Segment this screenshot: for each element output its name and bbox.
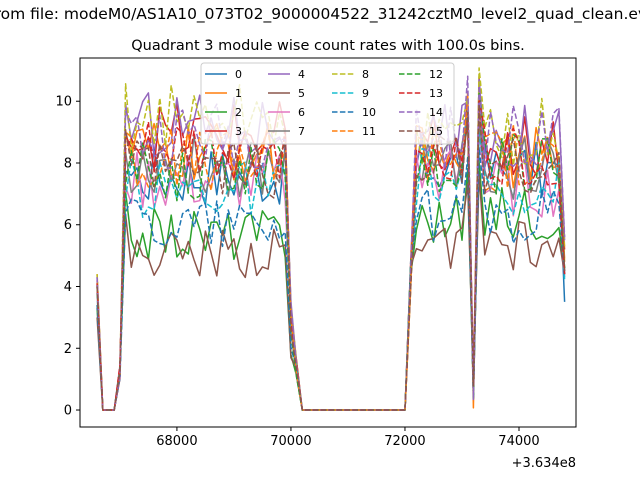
- legend-label-12: 12: [429, 68, 443, 81]
- legend-label-6: 6: [298, 106, 305, 119]
- legend-label-0: 0: [235, 68, 242, 81]
- legend-label-7: 7: [298, 125, 305, 138]
- x-offset-label: +3.634e8: [512, 456, 576, 471]
- x-tick-label: 68000: [156, 434, 197, 449]
- chart-title: Quadrant 3 module wise count rates with …: [131, 38, 525, 54]
- figure-suptitle: From file: modeM0/AS1A10_073T02_90000045…: [0, 5, 640, 24]
- legend-label-1: 1: [235, 87, 242, 100]
- axes-frame: [79, 57, 577, 428]
- x-tick-label: 74000: [498, 434, 539, 449]
- legend-label-13: 13: [429, 87, 443, 100]
- legend-label-8: 8: [362, 68, 369, 81]
- axes-spines: [79, 57, 577, 428]
- legend-label-9: 9: [362, 87, 369, 100]
- y-tick-label: 6: [64, 218, 72, 233]
- x-tick-label: 70000: [270, 434, 311, 449]
- series-lines: [96, 67, 566, 411]
- legend-label-14: 14: [429, 106, 443, 119]
- x-tick-label: 72000: [384, 434, 425, 449]
- legend-label-4: 4: [298, 68, 305, 81]
- legend-label-3: 3: [235, 125, 242, 138]
- legend-label-15: 15: [429, 125, 443, 138]
- legend-label-10: 10: [362, 106, 376, 119]
- legend-label-11: 11: [362, 125, 376, 138]
- y-tick-label: 2: [64, 342, 72, 357]
- legend-label-2: 2: [235, 106, 242, 119]
- series-line-15: [96, 103, 566, 411]
- legend-box: [200, 62, 455, 145]
- y-tick-label: 10: [55, 95, 72, 110]
- y-tick-label: 0: [64, 404, 72, 419]
- y-tick-label: 8: [64, 156, 72, 171]
- legend-label-5: 5: [298, 87, 305, 100]
- ticks: 68000 70000 72000 74000 0 2 4 6 8 10: [55, 95, 539, 449]
- y-tick-label: 4: [64, 280, 72, 295]
